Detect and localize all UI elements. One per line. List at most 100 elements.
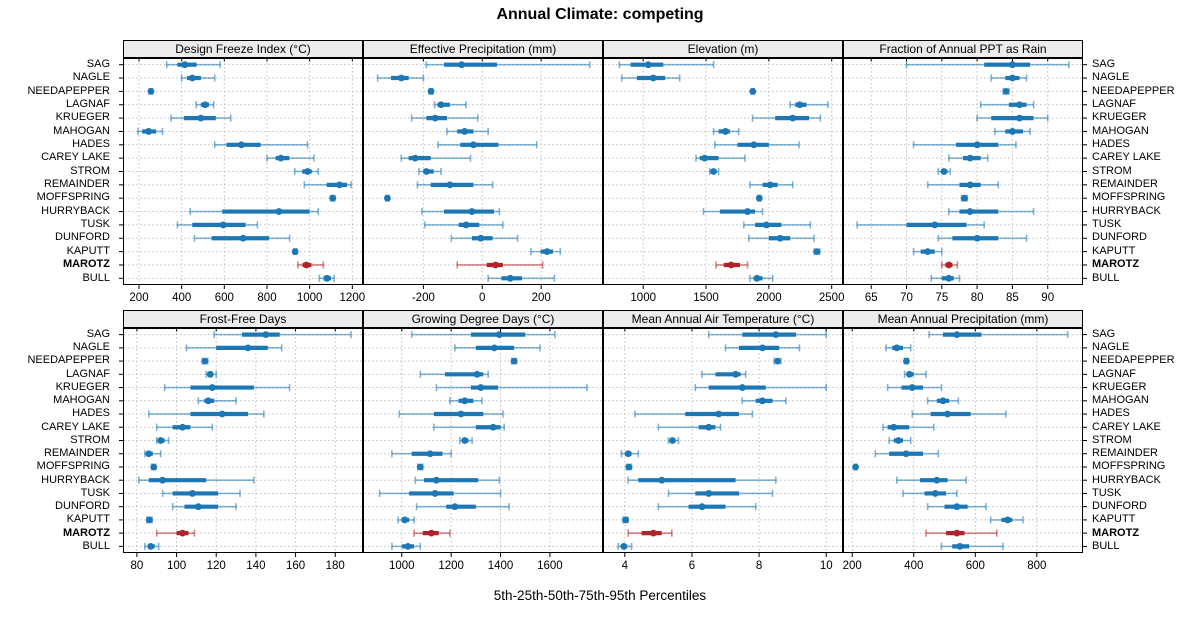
- percentile-series-hades: [911, 410, 1007, 418]
- median-dot: [669, 437, 676, 444]
- median-dot: [1009, 74, 1016, 82]
- site-label-krueger: KRUEGER: [55, 111, 110, 124]
- panel-border: [843, 328, 1083, 553]
- percentile-series-krueger: [751, 114, 822, 122]
- percentile-series-strom: [293, 167, 320, 176]
- site-label-lagnaf: LAGNAF: [65, 367, 110, 380]
- percentile-series-kaputt: [622, 516, 629, 524]
- percentile-series-carey-lake: [695, 154, 746, 162]
- percentile-series-strom: [155, 436, 170, 445]
- site-label-remainder: REMAINDER: [1092, 447, 1159, 460]
- median-dot: [304, 168, 311, 175]
- panel-border: [123, 58, 363, 285]
- percentile-series-hurryback: [138, 476, 255, 484]
- median-dot: [1016, 101, 1023, 109]
- panel-border: [603, 58, 843, 285]
- median-dot: [506, 274, 514, 282]
- median-dot: [206, 370, 214, 378]
- site-label-lagnaf: LAGNAF: [1092, 367, 1137, 380]
- percentile-series-hurryback: [189, 207, 320, 216]
- site-label-marotz: MAROTZ: [1092, 526, 1140, 539]
- panel-strip-fraction-ppt-rain: Fraction of Annual PPT as Rain: [843, 40, 1083, 58]
- median-dot: [906, 370, 913, 378]
- percentile-series-remainder: [874, 450, 940, 458]
- percentile-series-remainder: [391, 450, 452, 458]
- median-dot: [477, 234, 485, 242]
- median-dot: [543, 248, 551, 256]
- percentile-series-sag: [618, 61, 715, 69]
- x-tick-label: 65: [865, 292, 878, 304]
- percentile-series-remainder: [620, 450, 640, 458]
- panel-strip-frost-free-days: Frost-Free Days: [123, 310, 363, 328]
- median-dot: [201, 357, 209, 365]
- panel-strip-elevation: Elevation (m): [603, 40, 843, 58]
- percentile-series-krueger: [435, 383, 588, 392]
- percentile-series-remainder: [303, 181, 353, 189]
- site-label-sag: SAG: [1092, 328, 1116, 340]
- median-dot: [159, 476, 167, 484]
- median-dot: [762, 221, 770, 229]
- median-dot: [939, 397, 947, 405]
- median-dot: [945, 261, 953, 269]
- percentile-series-bull: [487, 274, 556, 282]
- median-dot: [890, 423, 898, 431]
- percentile-series-sag: [425, 61, 591, 69]
- percentile-series-hades: [398, 410, 504, 418]
- median-dot: [510, 357, 518, 365]
- site-labels-left-top: SAG NAGLE NEEDAPEPPER LAGNAF KRUEGER MAHOGAN H…: [0, 58, 119, 285]
- median-dot: [924, 248, 932, 256]
- median-dot: [931, 221, 939, 229]
- median-dot: [147, 542, 155, 550]
- panel-strip-growing-degree-days: Growing Degree Days (°C): [363, 310, 603, 328]
- panel-border: [363, 58, 603, 285]
- percentile-series-tusk: [424, 221, 504, 229]
- site-label-nagle: NAGLE: [72, 71, 110, 84]
- percentile-series-mahogan: [926, 397, 960, 405]
- median-dot: [966, 208, 974, 215]
- panel-border: [363, 328, 603, 553]
- percentile-series-bull: [930, 274, 961, 282]
- percentile-series-strom: [667, 436, 680, 445]
- panel-5: 1000 1200 1400 1600: [363, 328, 603, 572]
- percentile-series-remainder: [416, 181, 494, 189]
- median-dot: [945, 274, 953, 282]
- median-dot: [894, 437, 902, 444]
- median-dot: [477, 384, 485, 391]
- percentile-series-dunford: [415, 503, 510, 511]
- median-dot: [953, 331, 961, 339]
- percentile-series-hurryback: [896, 476, 967, 484]
- median-dot: [197, 114, 205, 122]
- percentile-series-lagnaf: [205, 370, 218, 378]
- percentile-series-needapepper: [427, 87, 435, 95]
- x-tick-label: 10: [820, 560, 833, 572]
- median-dot: [427, 87, 435, 95]
- median-dot: [750, 141, 758, 149]
- median-dot: [744, 208, 751, 215]
- site-label-carey-lake: CAREY LAKE: [41, 151, 110, 164]
- median-dot: [401, 516, 409, 524]
- site-label-kaputt: KAPUTT: [1092, 513, 1136, 526]
- median-dot: [973, 141, 981, 149]
- site-label-marotz: MAROTZ: [1092, 258, 1140, 271]
- median-dot: [495, 331, 503, 339]
- median-dot: [759, 344, 766, 352]
- median-dot: [625, 463, 633, 471]
- percentile-series-mahogan: [712, 127, 740, 136]
- percentile-series-marotz: [297, 261, 325, 269]
- site-label-hades: HADES: [72, 407, 110, 420]
- percentile-series-hades: [213, 141, 309, 149]
- median-dot: [727, 261, 735, 269]
- median-dot: [705, 490, 713, 497]
- median-dot: [649, 74, 657, 82]
- panel-7: 200 400 600 800: [843, 328, 1087, 572]
- percentile-series-tusk: [742, 221, 812, 229]
- median-dot: [966, 181, 974, 189]
- percentile-series-dunford: [937, 234, 1028, 242]
- site-label-kaputt: KAPUTT: [66, 244, 110, 257]
- median-dot: [208, 384, 216, 391]
- percentile-series-kaputt: [291, 248, 299, 256]
- site-label-carey-lake: CAREY LAKE: [1092, 151, 1161, 164]
- percentile-series-marotz: [925, 529, 998, 537]
- site-label-dunford: DUNFORD: [1092, 500, 1147, 513]
- percentile-series-tusk: [176, 221, 259, 229]
